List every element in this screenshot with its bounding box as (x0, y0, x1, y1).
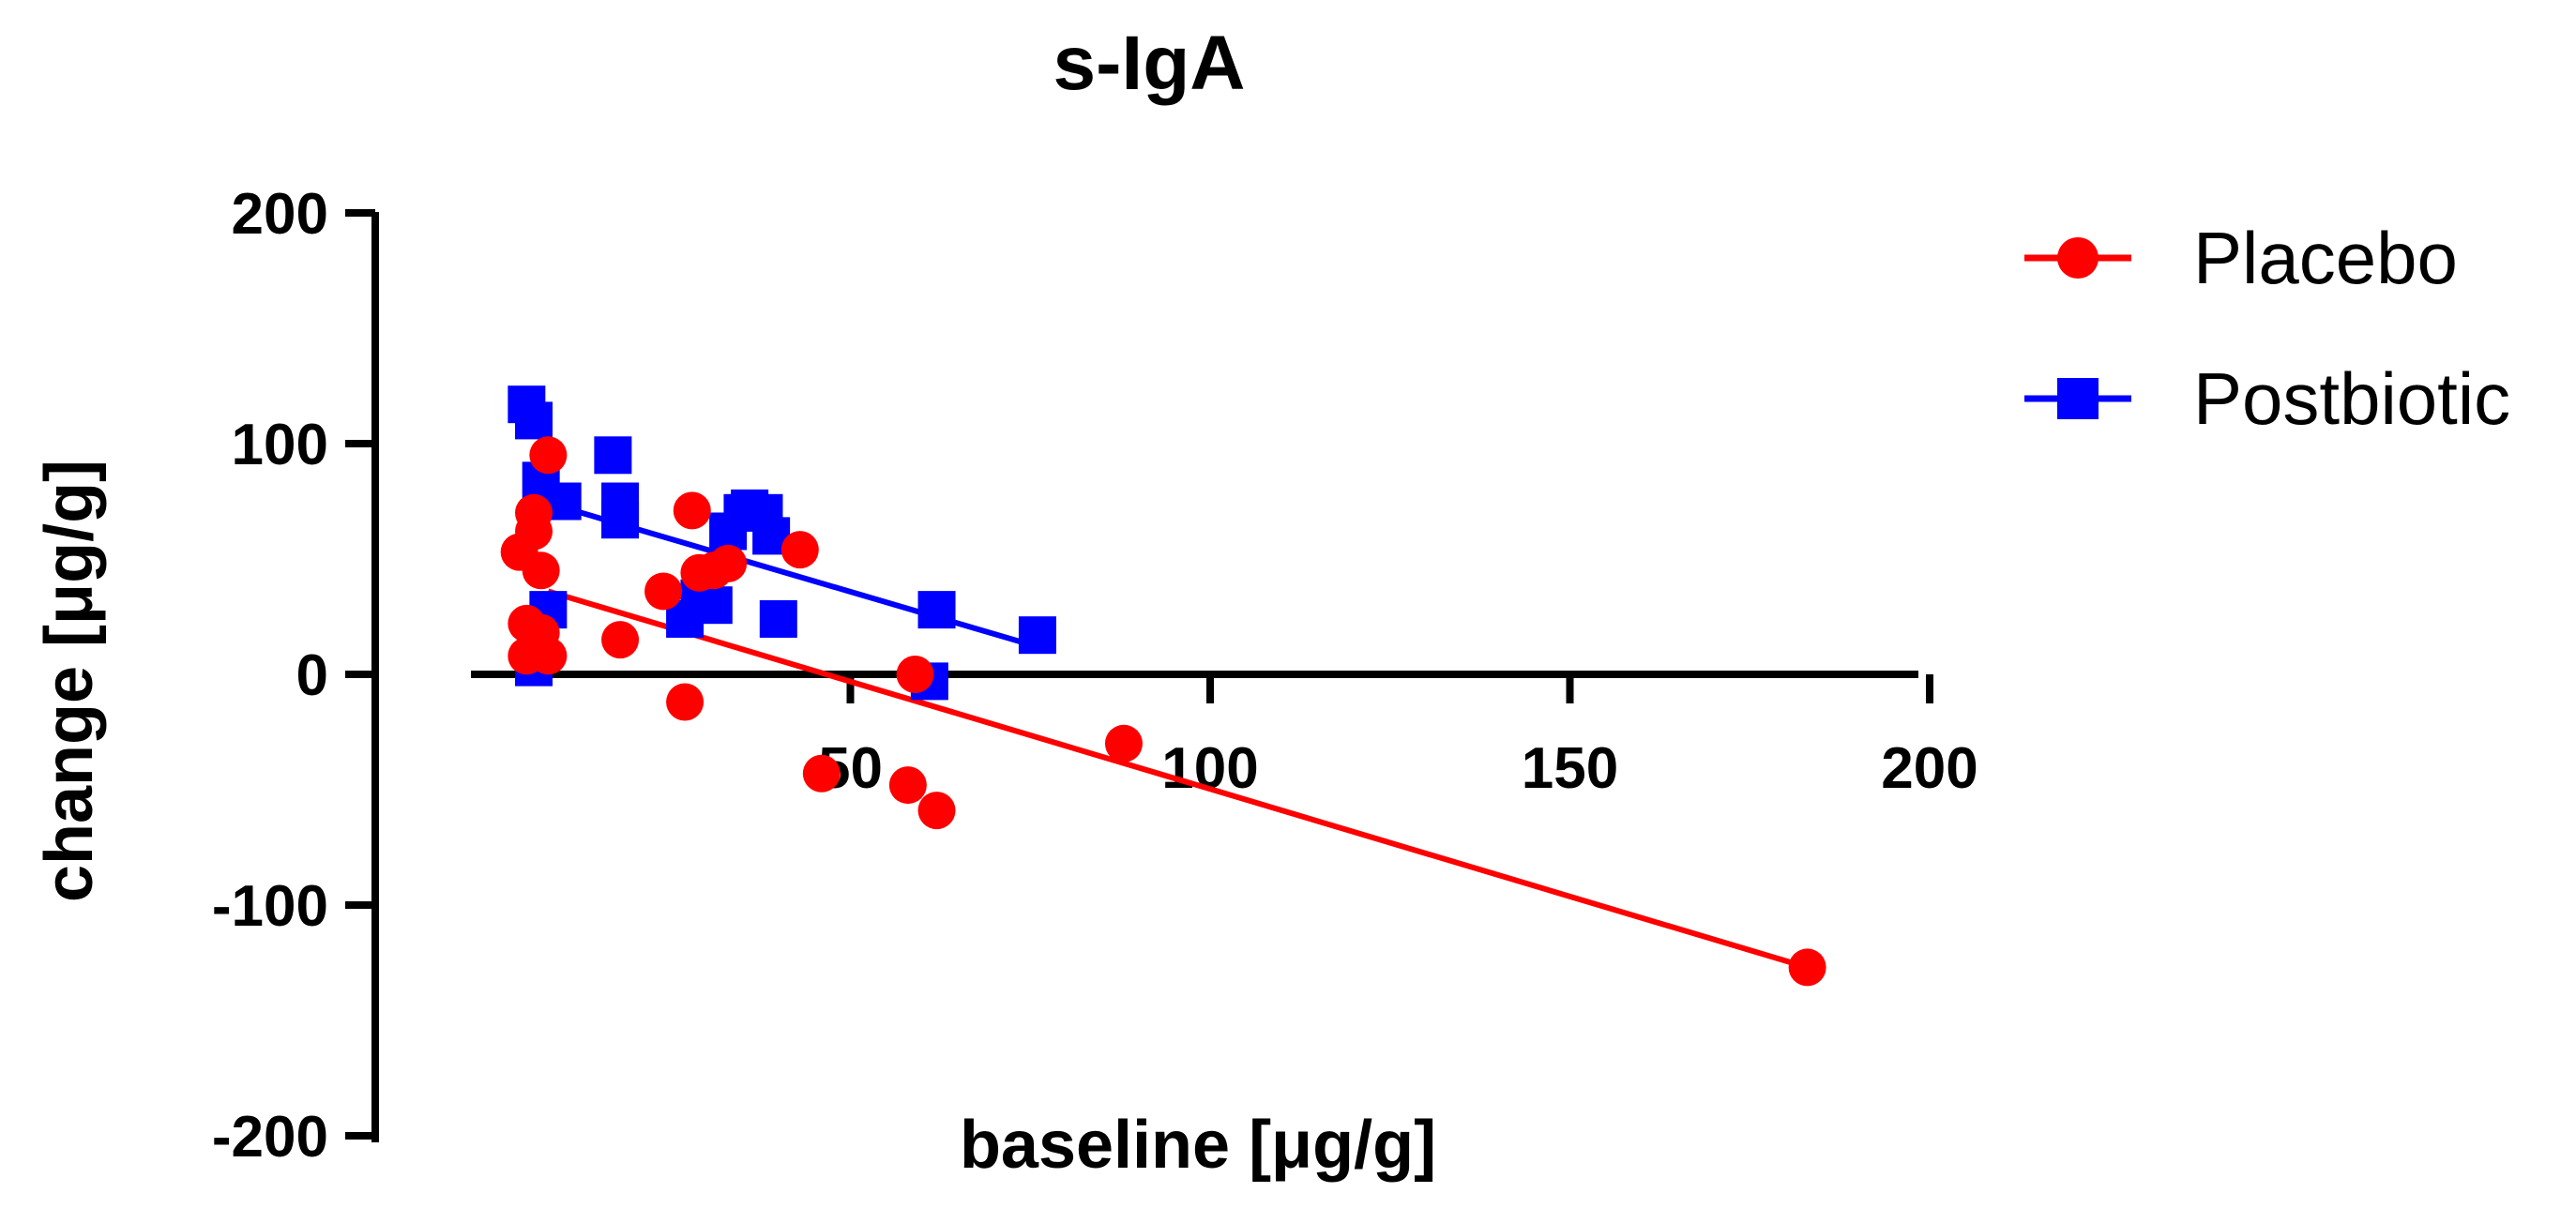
y-tick-label: 200 (232, 182, 328, 247)
y-axis-label: change [μg/g] (32, 460, 107, 902)
placebo-point (1788, 948, 1826, 987)
axes (371, 212, 1918, 1142)
postbiotic-point (515, 401, 553, 440)
legend: Placebo Postbiotic (2024, 217, 2510, 440)
placebo-point (709, 544, 748, 582)
x-tick-label: 200 (1881, 736, 1977, 801)
y-tick-label: -100 (212, 874, 328, 939)
placebo-point (515, 512, 553, 551)
placebo-point (522, 551, 560, 590)
chart-title: s-IgA (1053, 21, 1246, 106)
postbiotic-legend-label: Postbiotic (2193, 357, 2510, 440)
x-axis-label: baseline [μg/g] (960, 1108, 1436, 1183)
placebo-legend-label: Placebo (2193, 217, 2458, 299)
placebo-fit-line (547, 588, 1809, 971)
placebo-point (601, 621, 640, 659)
postbiotic-legend-marker (2057, 378, 2099, 419)
y-ticks: 200 100 0 -100 -200 (212, 182, 375, 1170)
placebo-point (1104, 724, 1143, 763)
placebo-point (529, 637, 568, 675)
placebo-point (666, 683, 705, 721)
x-tick-label: 150 (1522, 736, 1618, 801)
postbiotic-point (917, 591, 956, 629)
postbiotic-point (694, 586, 733, 625)
placebo-point (802, 754, 841, 793)
placebo-point (673, 491, 711, 530)
y-tick-label: 0 (296, 643, 328, 708)
postbiotic-point (601, 501, 640, 539)
placebo-point (529, 436, 568, 475)
postbiotic-point (1018, 616, 1056, 655)
x-ticks: 50 100 150 200 (818, 674, 1978, 801)
postbiotic-point (594, 436, 632, 475)
placebo-point (896, 656, 934, 693)
y-tick-label: -200 (212, 1105, 328, 1170)
placebo-point (888, 766, 927, 805)
placebo-legend-marker (2057, 237, 2099, 279)
placebo-point (780, 531, 819, 569)
data-points (500, 385, 1826, 987)
placebo-point (644, 572, 683, 611)
postbiotic-point (759, 599, 797, 638)
y-tick-label: 100 (232, 413, 328, 477)
placebo-point (917, 792, 956, 830)
